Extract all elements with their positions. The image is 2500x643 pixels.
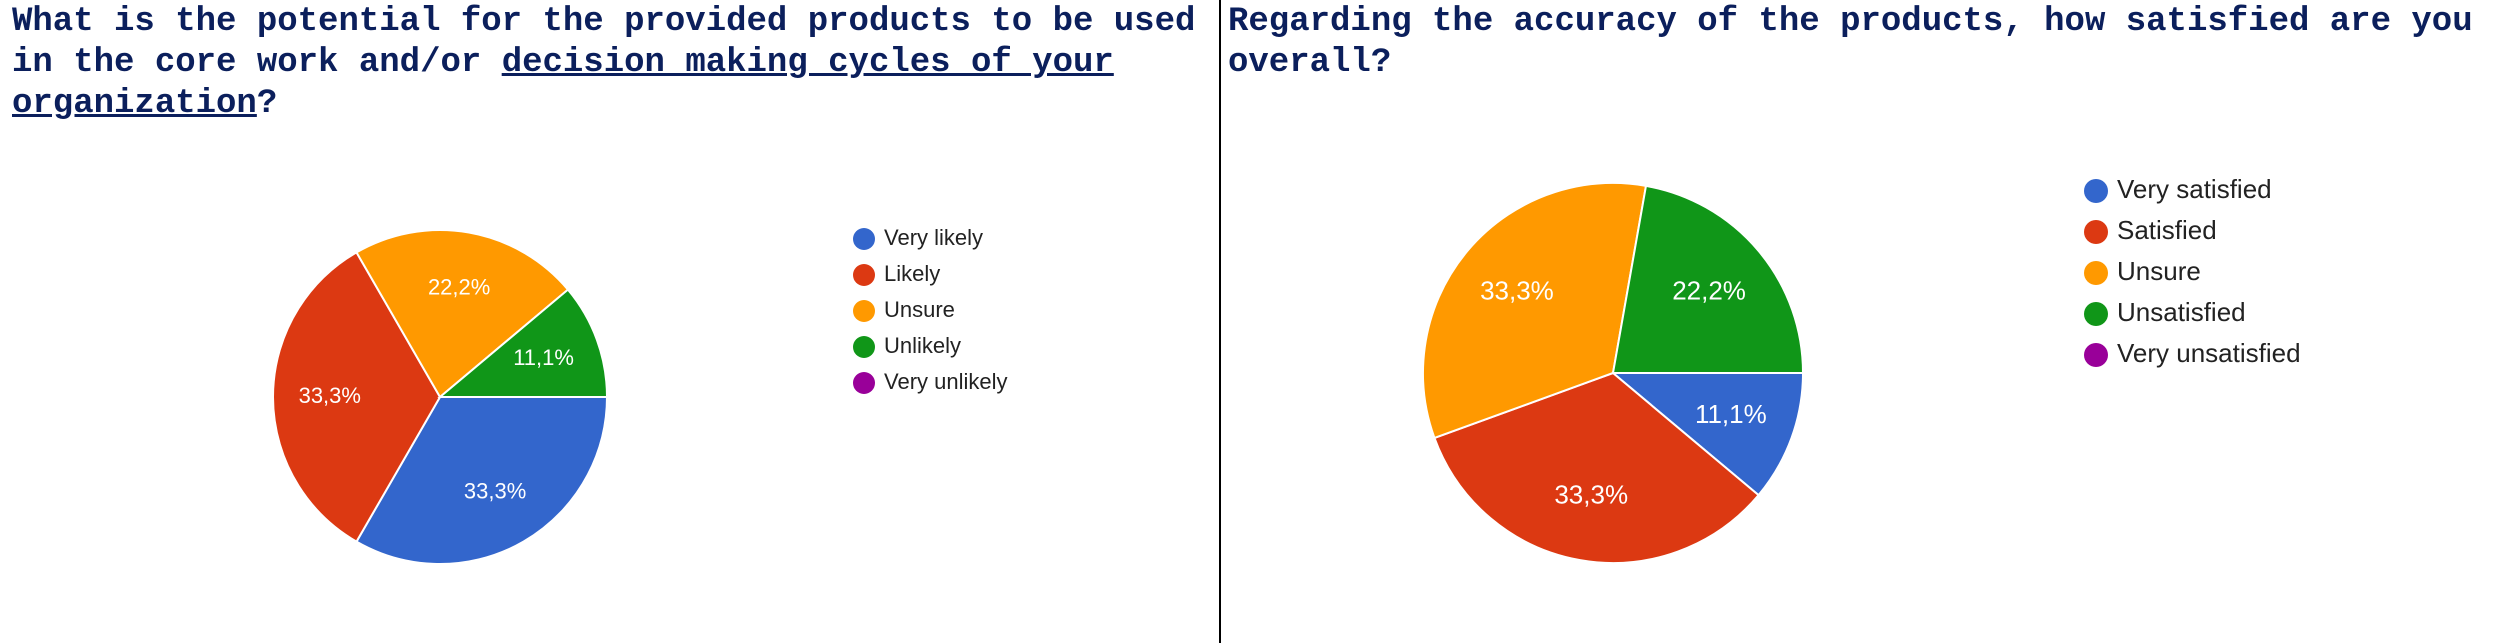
- value-label: 22,2%: [428, 274, 490, 299]
- pie-slice: [437, 288, 609, 398]
- legend-marker: [2084, 343, 2108, 367]
- legend-label: Satisfied: [2117, 215, 2217, 245]
- legend-marker: [2084, 302, 2108, 326]
- value-label: 33,3%: [299, 383, 361, 408]
- title-part: decision making cycles of your organizat…: [12, 44, 1114, 123]
- legend-label: Very likely: [884, 225, 983, 250]
- chart-title: Regarding the accuracy of the products, …: [1228, 3, 2473, 82]
- legend-marker: [853, 372, 875, 394]
- legend-label: Likely: [884, 261, 940, 286]
- legend-label: Unlikely: [884, 333, 961, 358]
- pie-slice: [1433, 371, 1760, 564]
- legend-label: Very unlikely: [884, 369, 1008, 394]
- title-part: ?: [256, 85, 278, 123]
- pie-slice: [272, 251, 442, 543]
- legend-label: Very unsatisfied: [2117, 338, 2301, 368]
- value-label: 33,3%: [1480, 275, 1554, 305]
- legend-marker: [2084, 261, 2108, 285]
- pie-slice: [355, 229, 570, 399]
- value-label: 11,1%: [513, 345, 574, 370]
- legend-label: Very satisfied: [2117, 174, 2272, 204]
- pie-slice: [1611, 184, 1805, 374]
- title-part: What is the potential for the provided p…: [12, 3, 1196, 82]
- value-label: 33,3%: [1554, 479, 1628, 509]
- pie-slice: [1422, 182, 1648, 440]
- legend-label: Unsure: [2117, 256, 2201, 286]
- legend-marker: [2084, 220, 2108, 244]
- legend-label: Unsatisfied: [2117, 297, 2246, 327]
- legend-label: Unsure: [884, 297, 955, 322]
- pie-slice: [355, 396, 609, 565]
- legend-marker: [853, 300, 875, 322]
- legend-marker: [2084, 179, 2108, 203]
- value-label: 22,2%: [1672, 275, 1746, 305]
- value-label: 11,1%: [1695, 399, 1767, 429]
- legend-marker: [853, 228, 875, 250]
- value-label: 33,3%: [464, 478, 526, 503]
- chart-title: What is the potential for the provided p…: [12, 2, 1217, 125]
- legend-marker: [853, 264, 875, 286]
- legend-marker: [853, 336, 875, 358]
- pie-slice: [1610, 372, 1805, 497]
